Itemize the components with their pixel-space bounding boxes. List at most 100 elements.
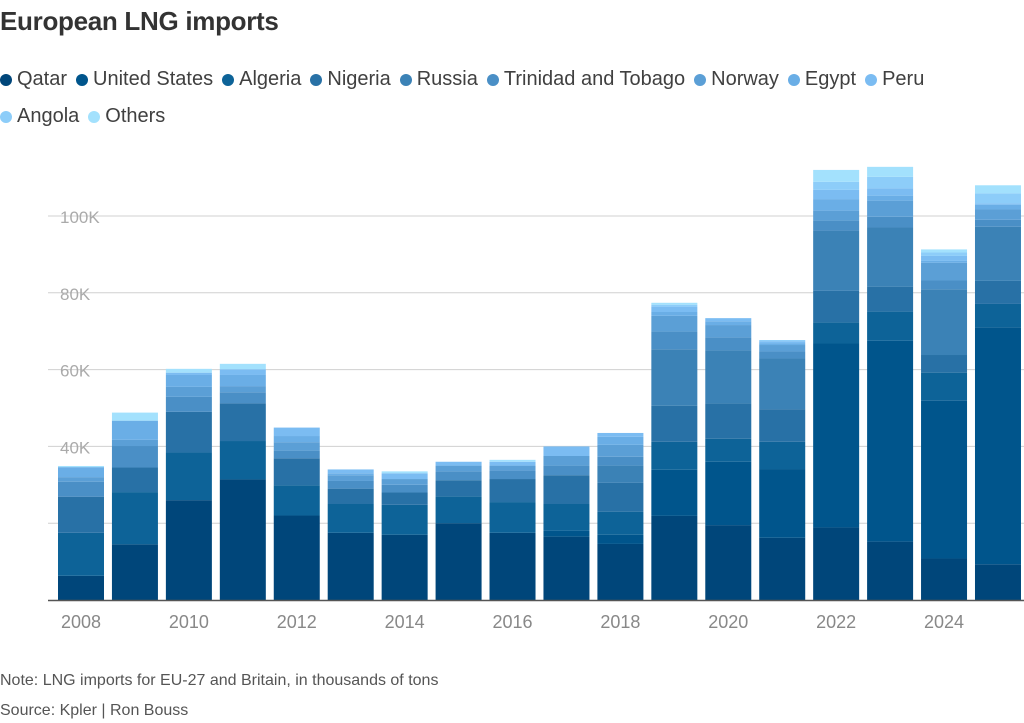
bar-segment-norway-2021 [759,345,806,352]
legend-item-trinidad-and-tobago: Trinidad and Tobago [486,66,685,93]
bar-segment-angola-2025 [974,193,1021,204]
bar-segment-peru-2018 [597,432,644,437]
bar-segment-egypt-2008 [58,467,104,478]
bar-segment-algeria-2016 [489,502,536,533]
bar-segment-egypt-2012 [273,436,320,443]
bar-segment-algeria-2019 [651,441,698,470]
bar-segment-nigeria-2025 [974,280,1021,304]
bar-segment-others-2014 [381,471,428,474]
bar-segment-trinidad-and-tobago-2024 [921,280,968,290]
bar-segment-norway-2020 [705,325,752,338]
bar-segment-algeria-2008 [58,532,104,576]
bar-segment-qatar-2009 [111,544,158,600]
legend-item-russia: Russia [399,66,478,93]
bar-segment-algeria-2025 [974,303,1021,328]
x-tick-label: 2008 [61,612,101,632]
bar-segment-united-states-2022 [813,343,860,528]
legend-item-united-states: United States [76,66,213,93]
bar-segment-norway-2025 [974,209,1021,220]
bar-segment-norway-2022 [813,210,860,221]
bar-segment-trinidad-and-tobago-2009 [111,446,158,468]
bar-segment-norway-2011 [219,386,266,393]
legend-swatch [76,73,89,86]
bar-segment-trinidad-and-tobago-2015 [435,471,482,481]
legend-label: Egypt [804,68,857,90]
bar-segment-nigeria-2024 [921,355,968,373]
bar-segment-peru-2014 [381,473,428,480]
bar-segment-nigeria-2022 [813,290,860,323]
bar-segment-others-2024 [921,249,968,253]
bar-segment-egypt-2018 [597,436,644,445]
bar-segment-nigeria-2016 [489,479,536,503]
bar-segment-peru-2019 [651,306,698,312]
bar-segment-trinidad-and-tobago-2011 [219,392,266,404]
bar-segment-trinidad-and-tobago-2020 [705,337,752,351]
bar-segment-qatar-2016 [489,532,536,600]
bar-segment-trinidad-and-tobago-2014 [381,484,428,493]
bar-segment-united-states-2018 [597,534,644,544]
bar-segment-egypt-2009 [111,420,158,440]
bar-segment-peru-2010 [165,372,212,375]
legend-swatch [787,73,800,86]
bar-segment-united-states-2019 [651,469,698,516]
stacked-bar-chart: 20K40K60K80K100K200820102012201420162018… [48,166,1024,632]
bar-segment-egypt-2023 [867,195,914,201]
x-tick-label: 2020 [708,612,748,632]
bar-segment-united-states-2021 [759,469,806,538]
bar-segment-egypt-2021 [759,343,806,346]
bar-segment-peru-2023 [867,188,914,196]
bar-segment-algeria-2020 [705,438,752,462]
bar-segment-nigeria-2009 [111,467,158,493]
legend-item-others: Others [88,103,165,130]
bar-segment-algeria-2021 [759,441,806,470]
bar-segment-peru-2012 [273,427,320,437]
bar-segment-peru-2013 [327,469,374,474]
bar-segment-united-states-2020 [705,461,752,526]
bar-segment-qatar-2018 [597,543,644,600]
bar-segment-nigeria-2023 [867,286,914,312]
legend-swatch [310,73,323,86]
bar-segment-nigeria-2017 [543,475,590,504]
legend: Qatar United States Algeria Nigeria Russia Tr… [0,66,1015,130]
legend-label: Norway [711,68,779,90]
x-tick-label: 2016 [492,612,532,632]
bar-segment-nigeria-2014 [381,492,428,505]
bar-segment-peru-2020 [705,318,752,322]
bar-segment-nigeria-2021 [759,409,806,442]
bar-segment-norway-2017 [543,456,590,466]
bar-segment-algeria-2022 [813,322,860,344]
bar-segment-trinidad-and-tobago-2012 [273,450,320,459]
bar-segment-others-2022 [813,169,860,182]
bar-segment-algeria-2011 [219,441,266,480]
bar-segment-qatar-2021 [759,537,806,600]
x-tick-label: 2014 [385,612,425,632]
bar-segment-egypt-2024 [921,260,968,263]
bar-segment-qatar-2020 [705,525,752,600]
bar-segment-nigeria-2011 [219,403,266,442]
bar-segment-others-2008 [58,465,104,468]
bar-segment-qatar-2024 [921,558,968,600]
chart-title: European LNG imports [0,6,279,36]
bar-segment-others-2016 [489,459,536,462]
legend-item-peru: Peru [865,66,924,93]
bar-segment-nigeria-2019 [651,405,698,442]
bar-segment-egypt-2013 [327,473,374,476]
bar-segment-russia-2022 [813,230,860,291]
bar-segment-egypt-2011 [219,374,266,387]
bar-segment-norway-2024 [921,262,968,281]
bar-segment-nigeria-2013 [327,488,374,504]
bar-segment-egypt-2022 [813,199,860,211]
bar-segment-egypt-2010 [165,374,212,387]
bar-segment-russia-2020 [705,350,752,404]
bar-segment-norway-2023 [867,200,914,217]
legend-label: Angola [17,105,80,127]
bar-segment-algeria-2017 [543,504,590,531]
bar-segment-united-states-2025 [974,327,1021,565]
bar-segment-algeria-2014 [381,504,428,535]
bar-segment-qatar-2022 [813,527,860,600]
y-tick-label: 80K [60,285,91,304]
y-tick-label: 40K [60,438,91,457]
bar-segment-algeria-2018 [597,511,644,535]
legend-label: Russia [416,68,478,90]
bar-segment-others-2025 [974,185,1021,194]
